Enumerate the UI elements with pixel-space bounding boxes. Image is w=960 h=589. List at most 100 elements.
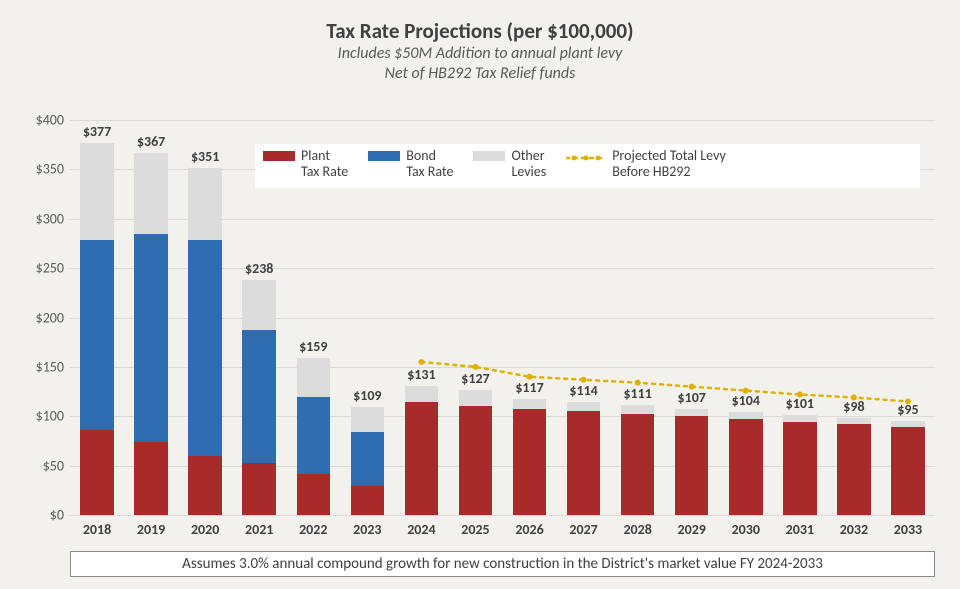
x-axis-label: 2021 (245, 521, 273, 538)
bar-seg-plant (729, 419, 763, 515)
x-axis-label: 2023 (353, 521, 381, 538)
chart-container: Tax Rate Projections (per $100,000) Incl… (0, 0, 960, 589)
bar-total-label: $117 (500, 379, 560, 396)
legend-swatch (368, 151, 400, 161)
bar-seg-other (188, 168, 222, 240)
bar-seg-bond (188, 240, 222, 455)
x-axis-label: 2028 (623, 521, 651, 538)
legend-item-bond: BondTax Rate (368, 148, 453, 180)
bar-total-label: $114 (554, 382, 614, 399)
bar-total-label: $159 (283, 338, 343, 355)
x-axis-label: 2033 (894, 521, 922, 538)
y-axis-label: $150 (36, 358, 64, 375)
bar-seg-plant (621, 414, 655, 515)
bar-seg-plant (459, 406, 493, 515)
x-axis-label: 2018 (83, 521, 111, 538)
bar-total-label: $111 (608, 385, 668, 402)
legend: PlantTax Rate BondTax Rate OtherLevies Proj… (255, 144, 920, 188)
y-axis-label: $100 (36, 408, 64, 425)
bar-seg-other (80, 143, 114, 241)
bar-total-label: $107 (662, 389, 722, 406)
x-axis-label: 2019 (137, 521, 165, 538)
x-axis-label: 2030 (732, 521, 760, 538)
title-block: Tax Rate Projections (per $100,000) Incl… (0, 0, 960, 84)
x-axis-label: 2031 (786, 521, 814, 538)
bar-seg-plant (188, 456, 222, 515)
legend-item-plant: PlantTax Rate (263, 148, 348, 180)
legend-label: BondTax Rate (406, 148, 453, 180)
bar-seg-other (621, 405, 655, 414)
x-axis-label: 2027 (569, 521, 597, 538)
bar-seg-bond (297, 397, 331, 474)
bar-seg-other (837, 418, 871, 424)
bar-total-label: $127 (445, 370, 505, 387)
bar-seg-other (783, 415, 817, 422)
y-axis-label: $200 (36, 309, 64, 326)
bar-seg-other (405, 386, 439, 403)
bar-seg-plant (297, 474, 331, 515)
y-axis-label: $350 (36, 161, 64, 178)
bar-total-label: $109 (337, 387, 397, 404)
bar-seg-other (567, 402, 601, 411)
bar-total-label: $95 (878, 401, 938, 418)
bar-seg-plant (134, 442, 168, 515)
bar-total-label: $98 (824, 398, 884, 415)
x-axis-label: 2025 (461, 521, 489, 538)
bar-seg-bond (80, 240, 114, 430)
chart-subtitle-2: Net of HB292 Tax Relief funds (0, 64, 960, 84)
bar-total-label: $104 (716, 392, 776, 409)
y-axis-label: $0 (50, 507, 64, 524)
bar-seg-other (729, 412, 763, 419)
legend-line-swatch (566, 151, 606, 161)
bar-seg-bond (134, 234, 168, 442)
bar-seg-plant (80, 430, 114, 515)
bar-seg-bond (351, 432, 385, 486)
bar-seg-other (891, 421, 925, 427)
bar-seg-plant (837, 424, 871, 515)
legend-item-proj: Projected Total LevyBefore HB292 (566, 148, 726, 180)
bar-seg-plant (351, 486, 385, 515)
x-axis-label: 2029 (678, 521, 706, 538)
bar-seg-plant (405, 402, 439, 515)
legend-swatch (263, 151, 295, 161)
legend-item-other: OtherLevies (473, 148, 546, 180)
x-axis-label: 2024 (407, 521, 435, 538)
bar-total-label: $377 (67, 123, 127, 140)
y-axis-label: $300 (36, 210, 64, 227)
legend-label: OtherLevies (511, 148, 546, 180)
legend-label: Projected Total LevyBefore HB292 (612, 148, 726, 180)
bar-seg-plant (675, 416, 709, 515)
bar-seg-other (242, 280, 276, 330)
footnote-text: Assumes 3.0% annual compound growth for … (182, 555, 823, 573)
bar-seg-plant (242, 463, 276, 515)
footnote-box: Assumes 3.0% annual compound growth for … (70, 551, 935, 577)
chart-subtitle-1: Includes $50M Addition to annual plant l… (0, 44, 960, 64)
bar-seg-other (459, 390, 493, 407)
y-axis-label: $400 (36, 112, 64, 129)
x-axis-label: 2032 (840, 521, 868, 538)
bar-total-label: $131 (391, 366, 451, 383)
bar-total-label: $367 (121, 133, 181, 150)
grid-line (70, 120, 935, 121)
bar-seg-other (297, 358, 331, 397)
bar-seg-other (134, 153, 168, 234)
chart-title: Tax Rate Projections (per $100,000) (0, 18, 960, 44)
legend-swatch (473, 151, 505, 161)
bar-seg-plant (783, 422, 817, 515)
bar-seg-other (351, 407, 385, 432)
bar-seg-bond (242, 330, 276, 462)
bar-seg-plant (891, 427, 925, 515)
x-axis-label: 2026 (515, 521, 543, 538)
bar-seg-other (513, 399, 547, 409)
y-axis-label: $250 (36, 260, 64, 277)
legend-label: PlantTax Rate (301, 148, 348, 180)
x-axis-label: 2022 (299, 521, 327, 538)
bar-total-label: $238 (229, 260, 289, 277)
bar-seg-plant (567, 411, 601, 515)
bar-total-label: $101 (770, 395, 830, 412)
bar-total-label: $351 (175, 148, 235, 165)
bar-seg-other (675, 409, 709, 416)
grid-line (70, 515, 935, 516)
bar-seg-plant (513, 409, 547, 515)
y-axis-label: $50 (43, 457, 64, 474)
